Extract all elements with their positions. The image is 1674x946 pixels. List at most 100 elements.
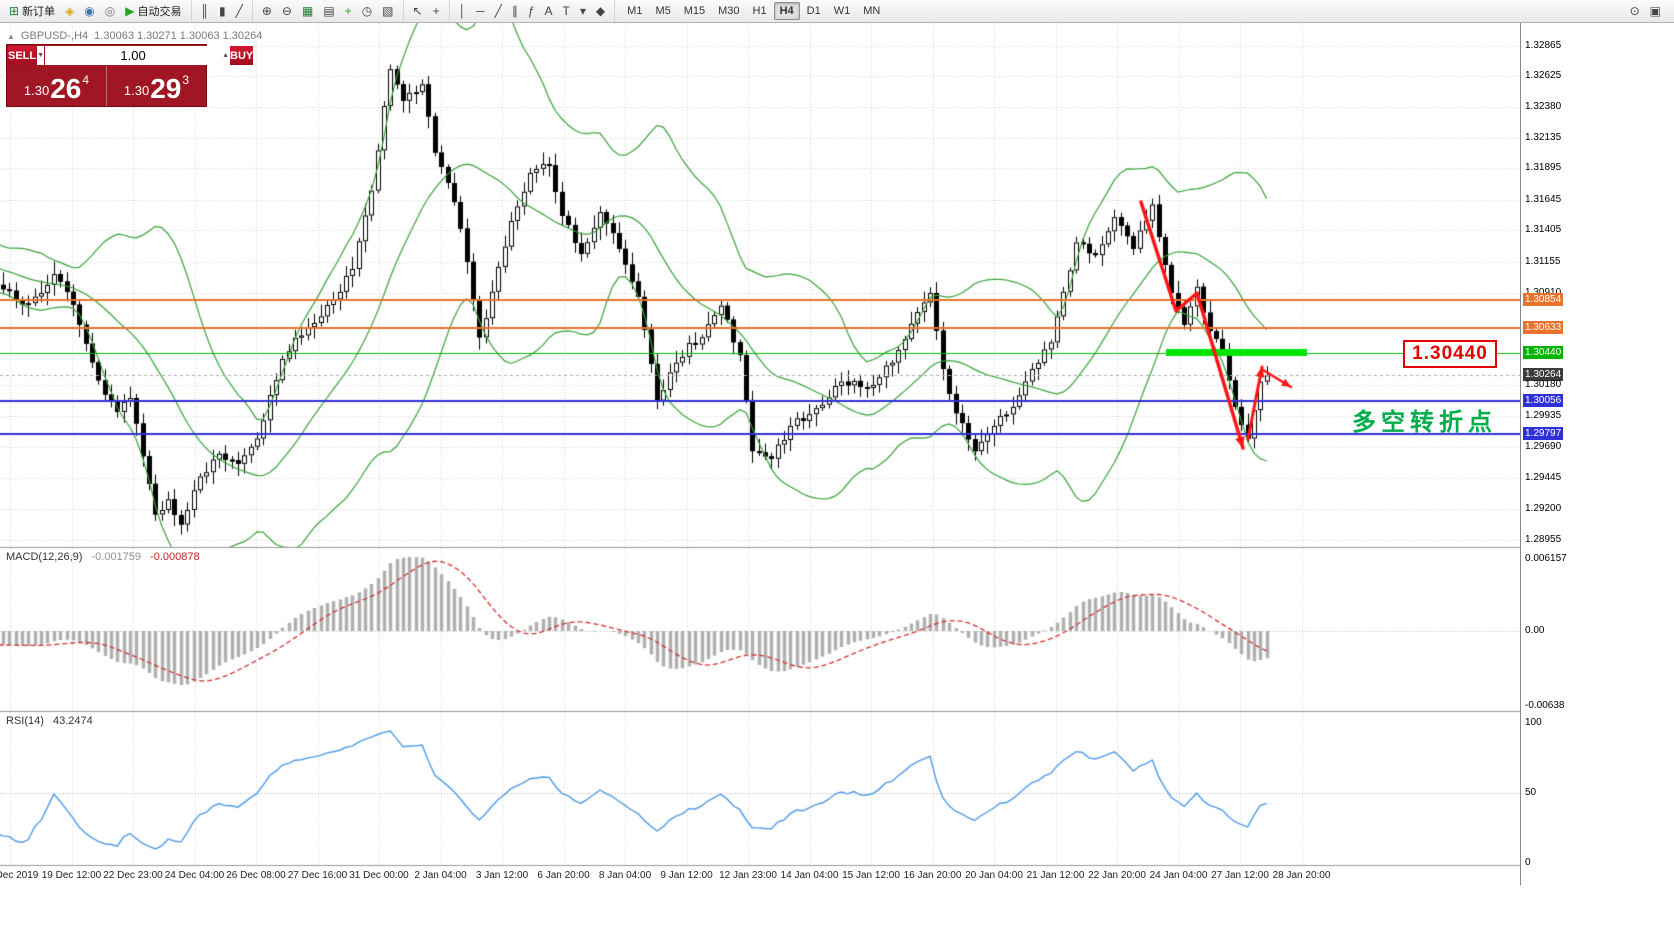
market-icon[interactable]: ◉ (80, 2, 98, 21)
date-axis-label: 27 Dec 16:00 (287, 870, 348, 881)
price-axis-label: 1.32135 (1525, 132, 1562, 144)
date-axis-label: 3 Jan 12:00 (475, 870, 529, 881)
search-button[interactable]: ⊙ (1626, 2, 1644, 21)
grid-icon[interactable]: ▦ (298, 2, 317, 21)
periods-icon: ◷ (361, 4, 373, 18)
crosshair-icon[interactable]: + (429, 2, 444, 21)
date-axis-label: 14 Jan 04:00 (780, 870, 839, 881)
macd-main-value: -0.001759 (91, 551, 142, 563)
equidistant-channel-icon[interactable]: ∥ (508, 2, 522, 21)
timeframe-toolbar: M1 M5 M15 M30 H1 H4 D1 W1 MN (615, 2, 892, 20)
chart-window: ▲ GBPUSD-,H4 1.30063 1.30271 1.30063 1.3… (0, 23, 1571, 885)
date-axis-label: 16 Jan 20:00 (903, 870, 962, 881)
price-axis-label: 1.30910 (1523, 286, 1563, 299)
bar-chart-icon: ║ (200, 4, 210, 18)
indicators-icon[interactable]: + (341, 2, 356, 21)
arrows-dropdown-icon[interactable]: ▾ (576, 2, 590, 21)
chart-header: ▲ GBPUSD-,H4 1.30063 1.30271 1.30063 1.3… (7, 30, 262, 42)
sell-price-display[interactable]: 1.30 26 4 (7, 66, 106, 106)
timeframe-m15-button[interactable]: M15 (683, 5, 706, 17)
rsi-axis-label: 50 (1525, 787, 1537, 798)
text-icon[interactable]: A (541, 2, 557, 21)
sell-price-fraction: 4 (82, 73, 90, 87)
horizontal-line-icon[interactable]: ─ (472, 2, 489, 21)
label-icon: T (562, 4, 570, 18)
window-list-button[interactable]: ▣ (1646, 2, 1665, 21)
price-chart-canvas[interactable] (0, 23, 1520, 885)
vertical-line-icon: │ (458, 4, 467, 18)
zoom-out-icon[interactable]: ⊖ (278, 2, 296, 21)
autotrading-button[interactable]: ▶ 自动交易 (121, 2, 185, 21)
volume-increase-button[interactable]: ▲ (222, 46, 229, 65)
toolbar-button-groups: ⊞ 新订单 ◈ ◉ ◎ ▶ 自动交易 ║ ▮ ╱ ⊕ ⊖ ▦ ▤ + ◷ ▧ ↖ + │ ─ ╱ ∥ ƒ A T ▾ ◆ (0, 0, 616, 22)
sell-price-prefix: 1.30 (23, 83, 50, 98)
alerts-icon: ◎ (104, 4, 116, 18)
rsi-indicator-label: RSI(14) 43.2474 (6, 715, 93, 727)
price-axis-label: 1.31405 (1525, 224, 1562, 236)
vertical-line-icon[interactable]: │ (455, 2, 471, 21)
timeframe-h4-button[interactable]: H4 (773, 2, 800, 20)
timeframe-h1-button[interactable]: H1 (752, 5, 767, 17)
price-axis-label: 1.30264 (1523, 367, 1564, 381)
autotrading-button-label: 自动交易 (137, 6, 182, 18)
price-axis-label: 1.29445 (1525, 472, 1562, 484)
new-order-button[interactable]: ⊞ 新订单 (5, 2, 59, 21)
price-axis-label: 1.31155 (1525, 256, 1561, 268)
toolbar-group: ⊞ 新订单 ◈ ◉ ◎ ▶ 自动交易 (0, 0, 192, 22)
line-chart-icon[interactable]: ╱ (232, 2, 247, 21)
candlestick-chart-icon[interactable]: ▮ (215, 2, 230, 21)
date-axis-label: 19 Dec 12:00 (41, 870, 102, 881)
bar-chart-icon[interactable]: ║ (197, 2, 214, 21)
label-icon[interactable]: T (559, 2, 574, 21)
templates-icon[interactable]: ▧ (378, 2, 397, 21)
fibonacci-icon[interactable]: ƒ (524, 2, 539, 21)
trendline-icon[interactable]: ╱ (491, 2, 506, 21)
tile-windows-icon[interactable]: ▤ (319, 2, 338, 21)
templates-icon: ▧ (382, 4, 394, 18)
price-axis-label: 1.32625 (1525, 70, 1562, 82)
date-axis-label: 20 Jan 04:00 (965, 870, 1023, 881)
toolbar-right-group: ⊙ ▣ (1625, 2, 1674, 21)
buy-button[interactable]: BUY (230, 46, 254, 65)
autotrading-icon: ▶ (125, 4, 135, 18)
buy-price-pips: 29 (150, 73, 182, 105)
sell-price-pips: 26 (50, 73, 82, 105)
price-axis-label: 1.29690 (1525, 441, 1562, 453)
cursor-icon[interactable]: ↖ (409, 2, 427, 21)
timeframe-m1-button[interactable]: M1 (627, 5, 643, 17)
indicators-icon: + (344, 4, 352, 18)
timeframe-d1-button[interactable]: D1 (806, 5, 821, 17)
toolbar-group: ⊕ ⊖ ▦ ▤ + ◷ ▧ (253, 0, 404, 22)
price-axis[interactable]: 1.32865 1.32625 1.32380 1.32135 1.31895 1.316… (1520, 23, 1571, 885)
window-list-icon: ▣ (1649, 4, 1661, 18)
rsi-value: 43.2474 (52, 715, 93, 727)
sell-button[interactable]: SELL (8, 46, 37, 65)
shapes-dropdown-icon[interactable]: ◆ (592, 2, 609, 21)
macd-axis-label: -0.00638 (1525, 699, 1565, 711)
metaeditor-icon: ◈ (65, 4, 75, 18)
tile-windows-icon: ▤ (323, 4, 335, 18)
volume-decrease-button[interactable]: ▼ (37, 46, 45, 65)
zoom-in-icon[interactable]: ⊕ (258, 2, 276, 21)
price-axis-label: 1.31895 (1525, 162, 1562, 174)
date-axis-label: 15 Jan 12:00 (842, 870, 900, 881)
collapse-arrow-icon[interactable]: ▲ (7, 31, 15, 41)
symbol-timeframe-label: GBPUSD-,H4 (20, 30, 89, 42)
metaeditor-icon[interactable]: ◈ (61, 2, 78, 21)
price-axis-label: 1.29935 (1525, 410, 1562, 422)
timeframe-mn-button[interactable]: MN (863, 5, 881, 17)
toolbar-group: ↖ + (404, 0, 450, 22)
alerts-icon[interactable]: ◎ (101, 2, 119, 21)
buy-price-prefix: 1.30 (123, 83, 150, 98)
buy-price-display[interactable]: 1.30 29 3 (106, 66, 206, 106)
horizontal-line-icon: ─ (476, 4, 485, 18)
timeframe-m30-button[interactable]: M30 (718, 5, 740, 17)
volume-input[interactable] (45, 46, 222, 65)
date-axis-label: 27 Jan 12:00 (1211, 870, 1269, 881)
timeframe-m5-button[interactable]: M5 (655, 5, 671, 17)
timeframe-w1-button[interactable]: W1 (833, 5, 851, 17)
shapes-dropdown-icon: ◆ (595, 4, 606, 18)
periods-icon[interactable]: ◷ (358, 2, 376, 21)
price-axis-label: 1.29200 (1525, 503, 1562, 515)
